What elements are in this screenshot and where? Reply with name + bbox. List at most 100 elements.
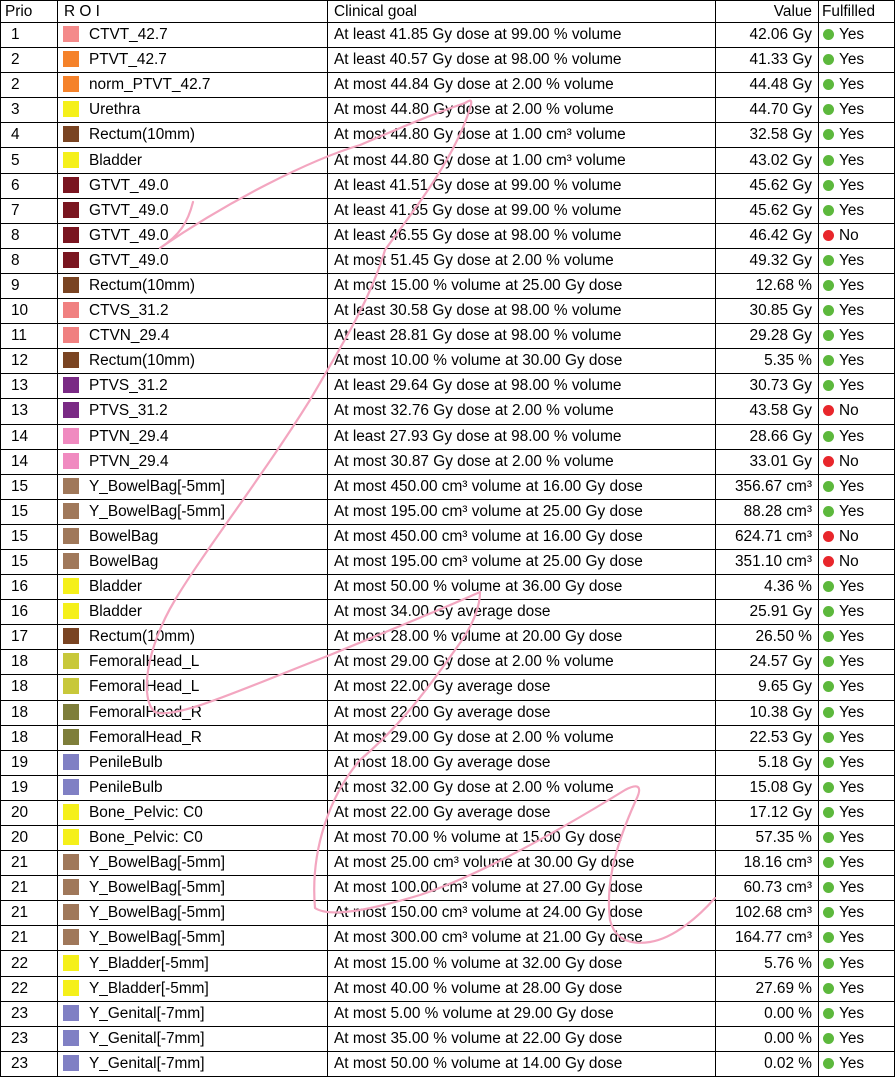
fulfilled-cell: Yes: [818, 47, 895, 74]
fulfilled-label: Yes: [839, 176, 865, 194]
value-cell: 29.28 Gy: [715, 323, 819, 350]
value-cell: 18.16 cm³: [715, 850, 819, 877]
fulfilled-label: Yes: [839, 302, 865, 320]
roi-cell: Bone_Pelvic: C0: [57, 799, 328, 827]
roi-cell: PTVS_31.2: [57, 398, 328, 425]
status-dot-icon: [823, 806, 834, 818]
status-dot-icon: [823, 681, 834, 693]
table-row: 4 Rectum(10mm) At most 44.80 Gy dose at 1.…: [0, 122, 895, 149]
table-row: 19 PenileBulb At most 32.00 Gy dose at 2.0…: [0, 774, 895, 801]
clinical-goal-cell: At least 28.81 Gy dose at 98.00 % volume: [327, 323, 716, 350]
roi-cell: Bladder: [57, 147, 328, 174]
value-cell: 4.36 %: [715, 574, 819, 601]
clinical-goal-cell: At least 41.85 Gy dose at 99.00 % volume: [327, 21, 716, 49]
fulfilled-label: Yes: [839, 251, 865, 269]
prio-cell: 7: [0, 197, 58, 224]
status-dot-icon: [823, 129, 834, 141]
fulfilled-cell: Yes: [818, 925, 895, 952]
table-row: 16 Bladder At most 34.00 Gy average dose 25…: [0, 599, 895, 626]
fulfilled-cell: Yes: [818, 1000, 895, 1027]
status-dot-icon: [823, 656, 834, 668]
value-cell: 27.69 %: [715, 975, 819, 1002]
prio-cell: 4: [0, 122, 58, 149]
status-dot-icon: [823, 731, 834, 743]
prio-cell: 18: [0, 699, 58, 726]
roi-name: Bone_Pelvic: C0: [89, 803, 203, 821]
value-cell: 28.66 Gy: [715, 423, 819, 450]
fulfilled-cell: Yes: [818, 674, 895, 701]
fulfilled-cell: Yes: [818, 373, 895, 400]
roi-name: Y_BowelBag[-5mm]: [89, 904, 226, 922]
roi-name: GTVT_49.0: [89, 201, 169, 219]
table-row: 18 FemoralHead_R At most 22.00 Gy average …: [0, 699, 895, 726]
clinical-goal-cell: At most 70.00 % volume at 15.00 Gy dose: [327, 824, 716, 852]
prio-cell: 23: [0, 1050, 58, 1077]
roi-cell: Y_BowelBag[-5mm]: [57, 850, 328, 877]
status-dot-icon: [823, 104, 834, 116]
fulfilled-label: Yes: [839, 1004, 865, 1022]
roi-color-swatch: [63, 276, 79, 293]
table-row: 8 GTVT_49.0 At most 51.45 Gy dose at 2.00 …: [0, 247, 895, 274]
roi-name: PenileBulb: [89, 778, 163, 796]
roi-name: FemoralHead_R: [89, 703, 202, 721]
prio-cell: 19: [0, 749, 58, 776]
roi-color-swatch: [63, 803, 79, 820]
prio-cell: 2: [0, 47, 58, 74]
status-dot-icon: [823, 330, 834, 342]
fulfilled-cell: Yes: [818, 147, 895, 174]
value-cell: 41.33 Gy: [715, 47, 819, 74]
value-cell: 43.58 Gy: [715, 398, 819, 425]
roi-color-swatch: [63, 829, 79, 846]
value-cell: 9.65 Gy: [715, 674, 819, 701]
clinical-goal-cell: At most 10.00 % volume at 30.00 Gy dose: [327, 348, 716, 375]
fulfilled-cell: No: [818, 222, 895, 249]
table-row: 6 GTVT_49.0 At least 41.51 Gy dose at 99.0…: [0, 172, 895, 199]
roi-cell: Y_Bladder[-5mm]: [57, 975, 328, 1002]
status-dot-icon: [823, 1007, 834, 1019]
prio-cell: 14: [0, 423, 58, 450]
clinical-goal-cell: At most 32.00 Gy dose at 2.00 % volume: [327, 774, 716, 801]
fulfilled-label: Yes: [839, 879, 865, 897]
roi-name: FemoralHead_L: [89, 653, 200, 671]
roi-cell: PTVT_42.7: [57, 47, 328, 74]
roi-name: PTVS_31.2: [89, 377, 168, 395]
table-row: 21 Y_BowelBag[-5mm] At most 25.00 cm³ volu…: [0, 850, 895, 877]
fulfilled-label: Yes: [839, 26, 865, 44]
value-cell: 356.67 cm³: [715, 473, 819, 500]
table-row: 18 FemoralHead_L At most 22.00 Gy average …: [0, 674, 895, 701]
roi-color-swatch: [63, 678, 79, 695]
roi-color-swatch: [63, 151, 79, 168]
roi-color-swatch: [63, 352, 79, 369]
value-cell: 44.48 Gy: [715, 72, 819, 99]
roi-color-swatch: [63, 201, 79, 218]
clinical-goal-cell: At most 15.00 % volume at 25.00 Gy dose: [327, 272, 716, 300]
fulfilled-label: Yes: [839, 352, 865, 370]
fulfilled-label: Yes: [839, 578, 865, 596]
table-row: 2 PTVT_42.7 At least 40.57 Gy dose at 98.0…: [0, 47, 895, 74]
clinical-goal-cell: At least 41.85 Gy dose at 99.00 % volume: [327, 197, 716, 224]
table-row: 13 PTVS_31.2 At least 29.64 Gy dose at 98.…: [0, 373, 895, 400]
roi-name: BowelBag: [89, 553, 159, 571]
prio-cell: 1: [0, 21, 58, 49]
roi-name: Y_Genital[-7mm]: [89, 1004, 205, 1022]
status-dot-icon: [823, 556, 834, 568]
value-cell: 0.00 %: [715, 1025, 819, 1052]
fulfilled-cell: No: [818, 523, 895, 550]
status-dot-icon: [823, 982, 834, 994]
roi-name: PTVN_29.4: [89, 427, 169, 445]
roi-color-swatch: [63, 1054, 79, 1071]
value-cell: 0.00 %: [715, 1000, 819, 1027]
clinical-goal-cell: At most 5.00 % volume at 29.00 Gy dose: [327, 1000, 716, 1027]
clinical-goal-cell: At most 28.00 % volume at 20.00 Gy dose: [327, 624, 716, 651]
clinical-goal-cell: At most 25.00 cm³ volume at 30.00 Gy dos…: [327, 850, 716, 877]
fulfilled-label: Yes: [839, 201, 865, 219]
roi-color-swatch: [63, 101, 79, 118]
value-cell: 17.12 Gy: [715, 799, 819, 827]
fulfilled-cell: Yes: [818, 1050, 895, 1077]
table-row: 18 FemoralHead_R At most 29.00 Gy dose at …: [0, 724, 895, 751]
table-row: 14 PTVN_29.4 At least 27.93 Gy dose at 98.…: [0, 423, 895, 450]
roi-name: norm_PTVT_42.7: [89, 76, 211, 94]
fulfilled-label: Yes: [839, 603, 865, 621]
roi-name: Y_BowelBag[-5mm]: [89, 477, 226, 495]
table-row: 11 CTVN_29.4 At least 28.81 Gy dose at 98.…: [0, 323, 895, 350]
